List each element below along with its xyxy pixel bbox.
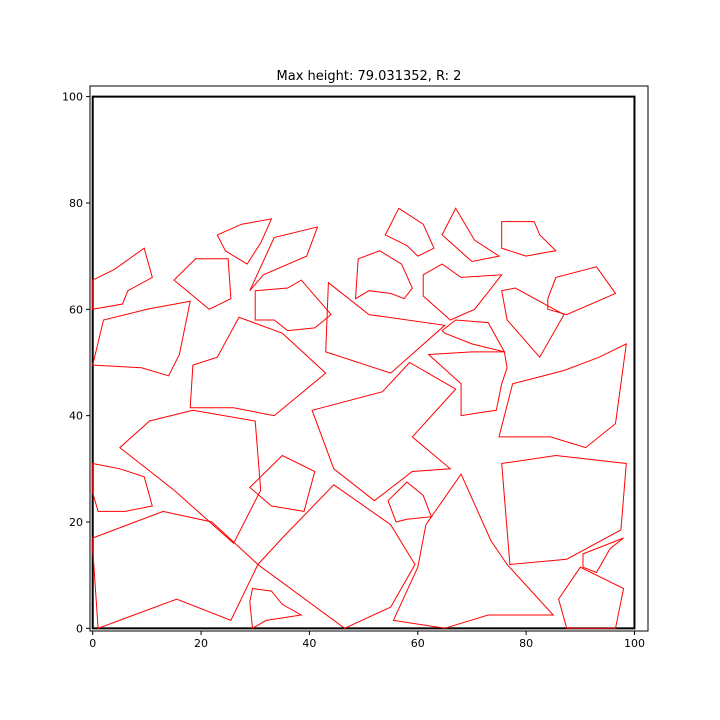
x-tick-label: 20 bbox=[194, 637, 208, 650]
polygon-30 bbox=[558, 566, 625, 629]
x-tick-label: 80 bbox=[519, 637, 533, 650]
y-tick-label: 80 bbox=[69, 197, 83, 210]
x-tick-label: 40 bbox=[302, 637, 316, 650]
polygon-13 bbox=[249, 587, 303, 630]
polygon-1 bbox=[92, 247, 153, 310]
container-box bbox=[91, 95, 636, 630]
x-tick-label: 60 bbox=[411, 637, 425, 650]
chart-title: Max height: 79.031352, R: 2 bbox=[277, 69, 462, 84]
polygon-5 bbox=[249, 226, 319, 292]
polygon-29 bbox=[582, 537, 624, 574]
y-axis-ticks: 0 20 40 60 80 100 bbox=[62, 91, 90, 635]
polygon-10 bbox=[92, 510, 259, 630]
polygon-7 bbox=[189, 316, 327, 417]
polygon-21 bbox=[441, 319, 506, 353]
plot-area-frame bbox=[89, 85, 649, 632]
polygon-17 bbox=[384, 207, 435, 257]
polygon-12 bbox=[257, 484, 416, 629]
polygon-24 bbox=[547, 266, 617, 316]
polygon-14 bbox=[311, 361, 457, 502]
y-tick-label: 60 bbox=[69, 303, 83, 316]
y-tick-label: 20 bbox=[69, 516, 83, 529]
polygon-18 bbox=[422, 263, 503, 321]
polygon-6 bbox=[254, 279, 332, 332]
x-tick-label: 0 bbox=[89, 637, 96, 650]
polygon-16 bbox=[354, 250, 413, 300]
polygon-27 bbox=[387, 481, 432, 523]
polygon-25 bbox=[498, 343, 627, 449]
polygon-28 bbox=[392, 473, 555, 629]
polygon-22 bbox=[427, 351, 508, 417]
x-tick-label: 100 bbox=[624, 637, 645, 650]
polygon-9 bbox=[92, 462, 153, 512]
container-box-layer bbox=[91, 95, 636, 630]
polygon-23 bbox=[501, 287, 565, 359]
polygon-15 bbox=[325, 281, 446, 374]
polygon-26 bbox=[501, 454, 627, 566]
polygon-4 bbox=[216, 218, 273, 265]
polygon-20 bbox=[501, 221, 557, 257]
polygon-19 bbox=[441, 207, 501, 263]
y-tick-label: 0 bbox=[76, 622, 83, 635]
polygon-layer bbox=[92, 207, 627, 630]
y-tick-label: 100 bbox=[62, 91, 83, 104]
polygon-11 bbox=[249, 454, 316, 512]
polygon-8 bbox=[119, 409, 262, 545]
x-axis-ticks: 0 20 40 60 80 100 bbox=[89, 631, 645, 650]
polygon-3 bbox=[173, 258, 232, 310]
polygon-2 bbox=[92, 300, 191, 377]
y-tick-label: 40 bbox=[69, 410, 83, 423]
